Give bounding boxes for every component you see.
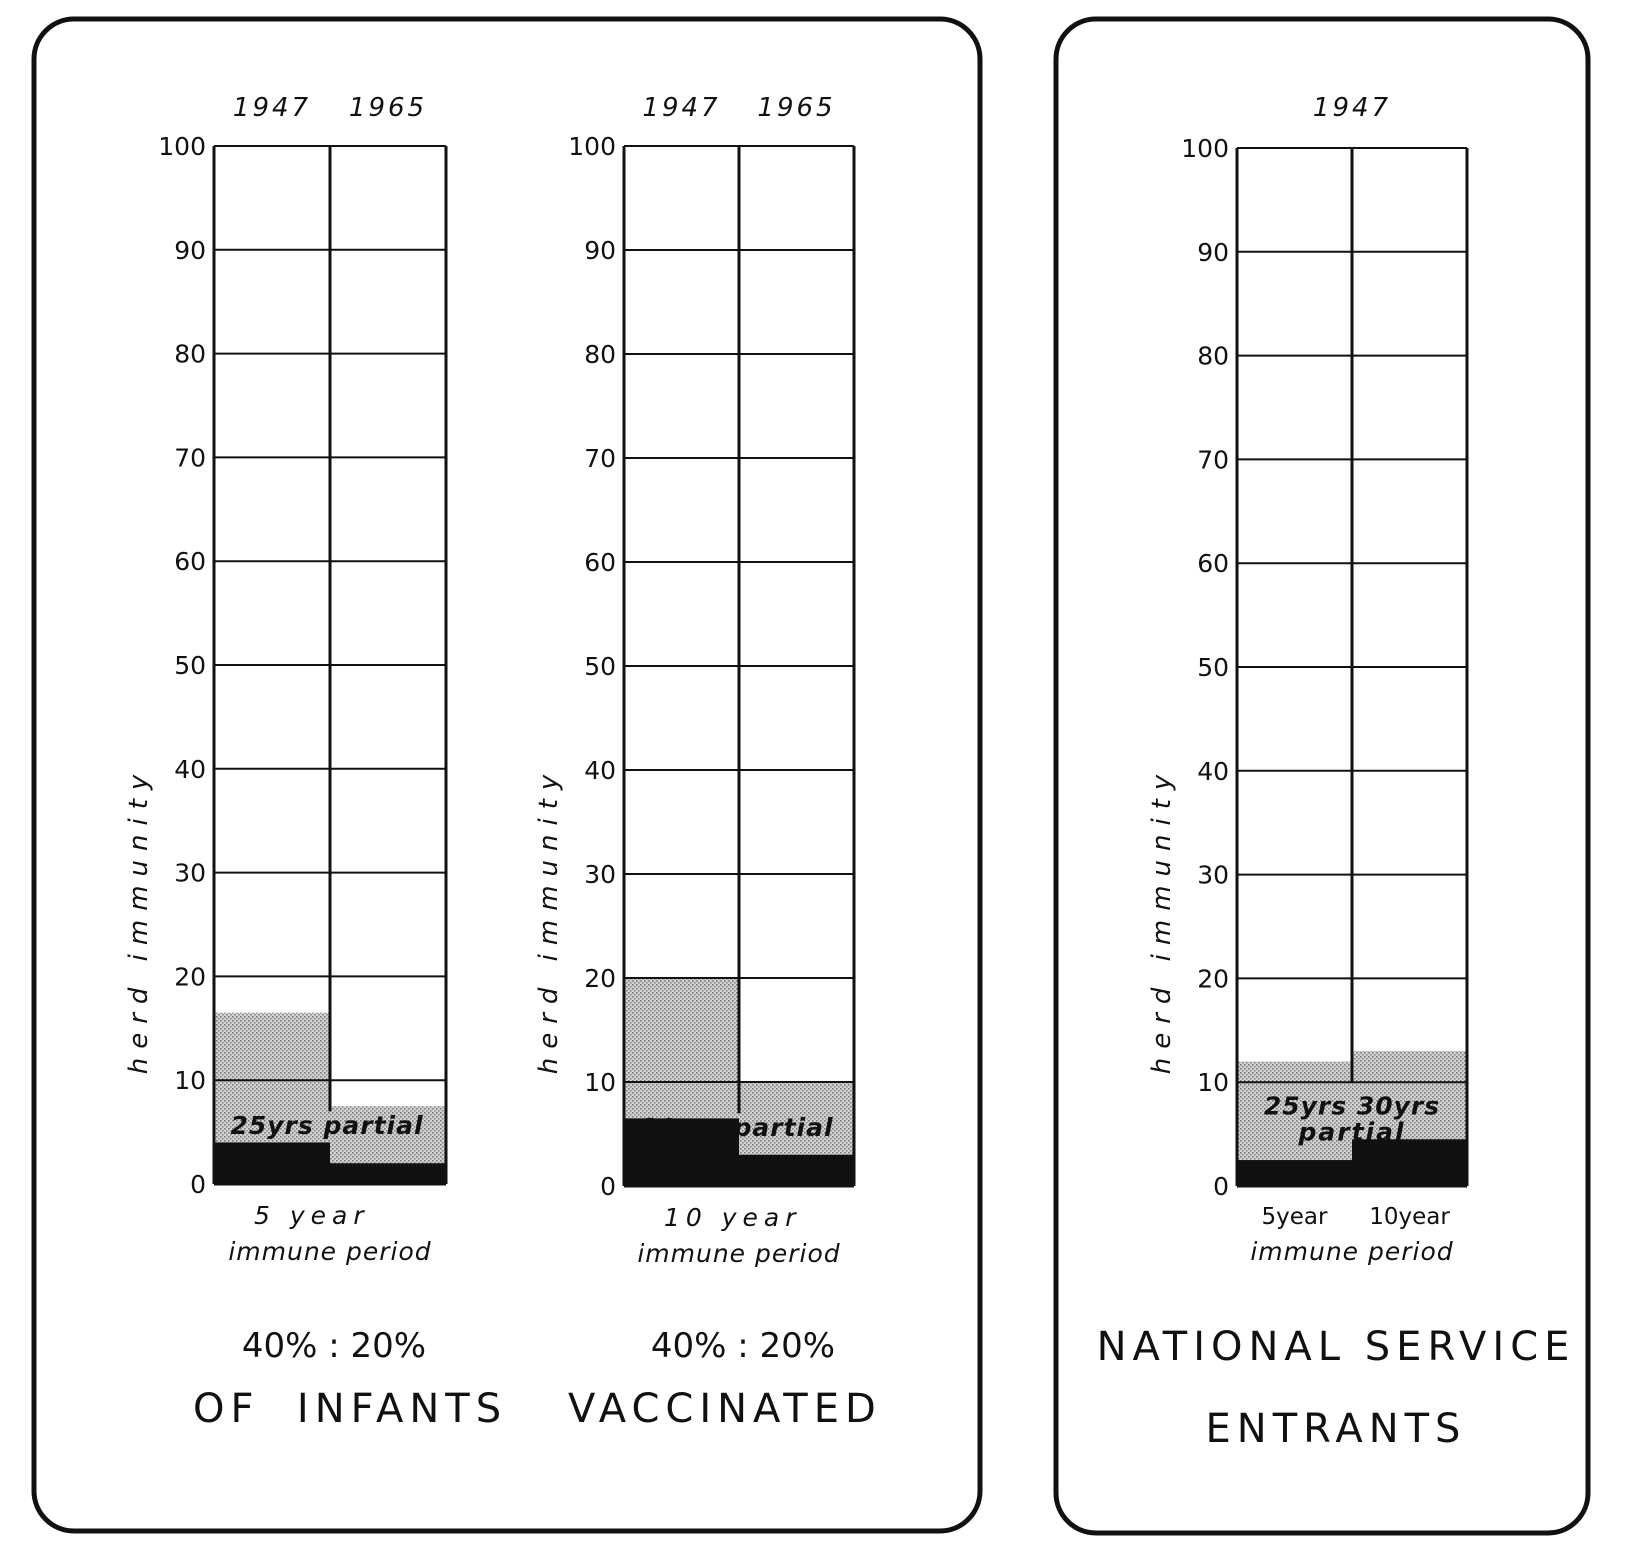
y-tick-label-70: 70	[1197, 445, 1229, 474]
y-tick-label-10: 10	[1197, 1068, 1229, 1097]
y-tick-label-30: 30	[584, 860, 616, 889]
y-tick-label-0: 0	[600, 1172, 616, 1201]
y-tick-label-20: 20	[174, 962, 206, 991]
category-label-1947: 1947	[642, 93, 720, 123]
annotation-partial-line2: partial	[1297, 1117, 1405, 1146]
bar-full-2	[1352, 1139, 1467, 1186]
y-tick-label-80: 80	[174, 340, 206, 369]
y-tick-label-70: 70	[584, 444, 616, 473]
y-tick-label-60: 60	[1197, 549, 1229, 578]
y-tick-label-80: 80	[584, 340, 616, 369]
x-axis-label-line1: 10 year	[664, 1203, 802, 1232]
bar-full-1	[214, 1142, 330, 1184]
right-caption-line1: NATIONAL SERVICE	[1097, 1324, 1576, 1370]
y-tick-label-50: 50	[174, 651, 206, 680]
y-tick-label-100: 100	[568, 132, 616, 161]
right-caption-line2: ENTRANTS	[1206, 1406, 1467, 1452]
right-panel-frame	[1053, 16, 1591, 1536]
y-tick-label-90: 90	[1197, 238, 1229, 267]
category-label-1947: 1947	[233, 93, 311, 123]
category-label-5year: 5year	[1262, 1204, 1328, 1230]
y-tick-label-80: 80	[1197, 342, 1229, 371]
annotation-partial: 30yrs partial	[640, 1113, 833, 1142]
category-label-1965: 1965	[349, 93, 427, 123]
bar-full-1	[624, 1118, 739, 1186]
left-panel-frame	[31, 16, 983, 1534]
y-tick-label-30: 30	[1197, 861, 1229, 890]
y-tick-label-50: 50	[584, 652, 616, 681]
y-tick-label-40: 40	[1197, 757, 1229, 786]
y-tick-label-10: 10	[584, 1068, 616, 1097]
y-tick-label-10: 10	[174, 1066, 206, 1095]
annotation-partial: 25yrs partial	[230, 1111, 423, 1140]
x-axis-label-line2: immune period	[228, 1237, 431, 1266]
y-tick-label-50: 50	[1197, 653, 1229, 682]
y-tick-label-20: 20	[1197, 964, 1229, 993]
ratio-label-chart2: 40% : 20%	[651, 1326, 835, 1366]
bar-full-2	[330, 1163, 446, 1184]
y-tick-label-90: 90	[174, 236, 206, 265]
x-axis-label-line1: 5 year	[254, 1201, 370, 1230]
bar-full-1	[1237, 1160, 1352, 1186]
y-tick-label-20: 20	[584, 964, 616, 993]
category-label-10year: 10year	[1369, 1204, 1450, 1230]
left-caption-line2: VACCINATED	[568, 1386, 882, 1432]
category-label-1965: 1965	[757, 93, 835, 123]
chart-10-year-immune-period: 0 10 20 30 40 50 60 70 80 90 100 herd immunity 1947 1…	[534, 93, 856, 1268]
y-tick-label-100: 100	[158, 132, 206, 161]
y-tick-label-0: 0	[190, 1170, 206, 1199]
y-tick-label-70: 70	[174, 443, 206, 472]
y-axis-label: herd immunity	[534, 766, 564, 1075]
y-tick-label-60: 60	[584, 548, 616, 577]
ratio-label-chart1: 40% : 20%	[242, 1326, 426, 1366]
annotation-partial-line1: 25yrs 30yrs	[1264, 1091, 1440, 1120]
y-tick-label-100: 100	[1181, 134, 1229, 163]
y-tick-label-40: 40	[584, 756, 616, 785]
chart-title-year: 1947	[1313, 93, 1391, 123]
y-tick-label-40: 40	[174, 755, 206, 784]
chart-5-year-immune-period: 0 10 20 30 40 50 60 70 80 90 100 herd immunity 1947 1…	[124, 93, 448, 1266]
y-tick-label-30: 30	[174, 859, 206, 888]
y-tick-label-90: 90	[584, 236, 616, 265]
y-tick-label-60: 60	[174, 547, 206, 576]
chart-national-service-entrants: 0 10 20 30 40 50 60 70 80 90 100 herd immunity 1947 2…	[1147, 93, 1469, 1266]
left-caption-line1: OF INFANTS	[193, 1386, 507, 1432]
bar-full-2	[739, 1154, 854, 1186]
x-axis-label-line2: immune period	[637, 1239, 840, 1268]
y-axis-label: herd immunity	[124, 766, 154, 1075]
x-axis-label-line2: immune period	[1250, 1237, 1453, 1266]
y-tick-label-0: 0	[1213, 1172, 1229, 1201]
y-axis-label: herd immunity	[1147, 766, 1177, 1075]
